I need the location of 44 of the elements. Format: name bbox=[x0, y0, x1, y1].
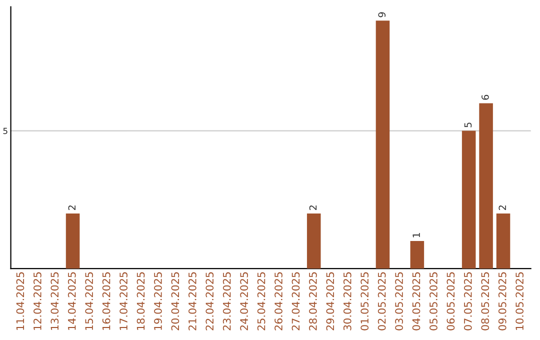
bar bbox=[410, 241, 424, 269]
x-tick-label: 03.05.2025 bbox=[395, 272, 403, 330]
x-tick-label: 16.04.2025 bbox=[102, 272, 110, 330]
x-tick-label: 02.05.2025 bbox=[378, 272, 386, 330]
x-tick-label: 09.05.2025 bbox=[498, 272, 506, 330]
bar bbox=[462, 130, 476, 269]
data-label: 9 bbox=[378, 12, 386, 18]
x-tick-label: 14.04.2025 bbox=[68, 272, 76, 330]
x-tick-label: 29.04.2025 bbox=[326, 272, 334, 330]
x-tick-label: 20.04.2025 bbox=[171, 272, 180, 330]
x-tick-label: 17.04.2025 bbox=[120, 272, 128, 330]
x-tick-label: 15.04.2025 bbox=[85, 272, 94, 330]
x-tick-label: 08.05.2025 bbox=[481, 272, 490, 330]
bar bbox=[376, 20, 390, 269]
x-tick-label: 30.04.2025 bbox=[343, 272, 352, 330]
data-label: 5 bbox=[464, 122, 472, 128]
x-tick-label: 21.04.2025 bbox=[188, 272, 196, 330]
x-tick-label: 07.05.2025 bbox=[464, 272, 472, 330]
bar bbox=[496, 213, 510, 269]
data-label: 2 bbox=[68, 205, 76, 210]
data-label: 6 bbox=[482, 94, 489, 100]
x-tick-label: 23.04.2025 bbox=[222, 272, 231, 330]
x-tick-label: 13.04.2025 bbox=[50, 272, 59, 330]
data-label: 2 bbox=[498, 205, 506, 210]
data-label: 1 bbox=[412, 232, 420, 238]
x-tick-label: 12.04.2025 bbox=[33, 272, 42, 330]
x-tick-label: 25.04.2025 bbox=[257, 272, 266, 330]
x-tick-label: 10.05.2025 bbox=[516, 272, 524, 330]
x-tick-label: 28.04.2025 bbox=[309, 272, 317, 330]
x-tick-label: 19.04.2025 bbox=[154, 272, 162, 330]
bar bbox=[66, 213, 80, 269]
x-tick-label: 26.04.2025 bbox=[274, 272, 282, 330]
bar bbox=[479, 103, 493, 269]
x-tick-label: 01.05.2025 bbox=[360, 272, 369, 330]
x-tick-label: 27.04.2025 bbox=[292, 272, 300, 330]
x-tick-label: 11.04.2025 bbox=[16, 272, 24, 330]
data-label: 2 bbox=[309, 205, 317, 210]
x-tick-label: 06.05.2025 bbox=[446, 272, 455, 330]
x-tick-label: 18.04.2025 bbox=[136, 272, 145, 330]
x-tick-label: 04.05.2025 bbox=[412, 272, 420, 330]
x-tick-label: 22.04.2025 bbox=[206, 272, 214, 330]
x-tick-label: 05.05.2025 bbox=[430, 272, 438, 330]
bar bbox=[306, 213, 321, 269]
x-tick-label: 24.04.2025 bbox=[240, 272, 248, 330]
